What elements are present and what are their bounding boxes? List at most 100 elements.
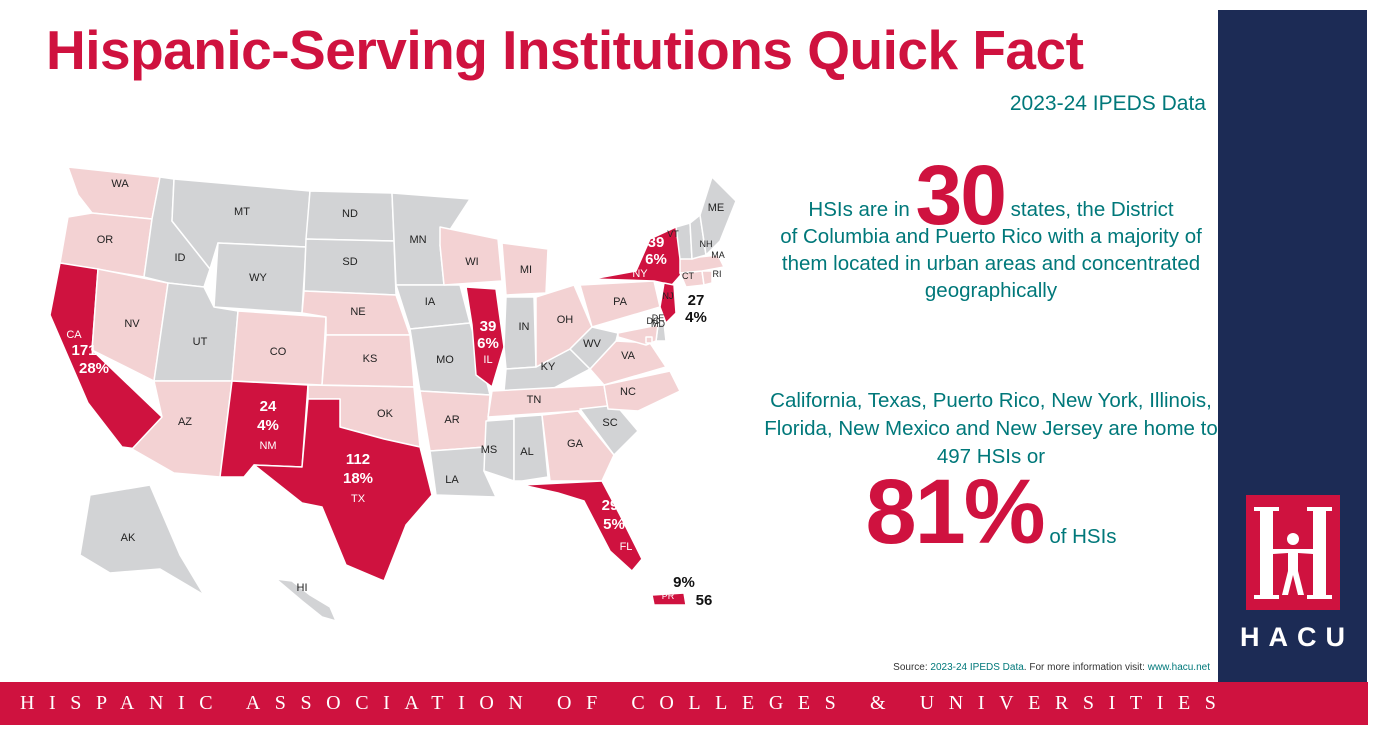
state-wi [439, 226, 503, 286]
percent-suffix: of HSIs [1049, 525, 1117, 548]
state-label-wa: WA [111, 178, 129, 190]
state-il [465, 286, 505, 388]
state-label-or: OR [97, 234, 114, 246]
state-label-sd: SD [342, 256, 357, 268]
state-label-ia: IA [425, 296, 436, 308]
fact1-lead: HSIs are in [808, 198, 910, 221]
fact1-tail: states, the District [1010, 198, 1174, 221]
state-label-sc: SC [602, 417, 617, 429]
state-label-ut: UT [193, 336, 208, 348]
state-nj [659, 282, 677, 324]
state-label-nm: NM [259, 440, 276, 452]
state-wv [569, 326, 619, 370]
state-label-mt: MT [234, 206, 250, 218]
state-label-nh: NH [700, 239, 713, 249]
state-label-de: DE [652, 313, 665, 323]
hsi-percent-tx: 18% [343, 470, 373, 487]
state-wa [67, 166, 161, 220]
percent-number: 81% [865, 461, 1045, 563]
state-label-id: ID [175, 252, 186, 264]
states-fact: HSIs are in 30 states, the District of C… [760, 153, 1222, 304]
hsi-percent-ny: 6% [645, 251, 667, 268]
state-label-ak: AK [121, 532, 136, 544]
state-label-ct: CT [682, 271, 694, 281]
state-label-vt: VT [667, 229, 679, 239]
state-ga [541, 410, 615, 482]
state-label-ny: NY [632, 268, 648, 280]
state-label-nc: NC [620, 386, 636, 398]
state-label-pa: PA [613, 296, 628, 308]
brand-sidebar: HACU [1218, 10, 1367, 682]
state-label-oh: OH [557, 314, 574, 326]
state-tx [253, 398, 433, 582]
hsi-percent-fl: 5% [603, 516, 625, 533]
state-nc [603, 370, 681, 412]
page-title: Hispanic-Serving Institutions Quick Fact [46, 19, 1084, 81]
state-label-ar: AR [444, 414, 459, 426]
hsi-count-pr: 56 [696, 592, 713, 609]
state-label-nv: NV [124, 318, 140, 330]
state-la [429, 446, 497, 498]
state-label-pr: PR [662, 591, 675, 601]
state-label-la: LA [445, 474, 459, 486]
footer-banner: HISPANIC ASSOCIATION OF COLLEGES & UNIVE… [0, 682, 1368, 725]
hsi-count-tx: 112 [346, 451, 370, 468]
state-label-ok: OK [377, 408, 394, 420]
state-label-me: ME [708, 202, 725, 214]
state-fl [521, 480, 643, 572]
state-label-ks: KS [363, 353, 378, 365]
state-label-ga: GA [567, 438, 584, 450]
state-label-tx: TX [351, 493, 366, 505]
state-label-md: MD [651, 319, 665, 329]
state-pr [651, 592, 687, 606]
state-label-nd: ND [342, 208, 358, 220]
state-label-ri: RI [713, 269, 722, 279]
state-label-in: IN [519, 321, 530, 333]
state-label-tn: TN [527, 394, 542, 406]
state-me [699, 176, 737, 256]
state-in [503, 296, 537, 370]
hacu-logo-icon [1246, 495, 1340, 610]
hacu-website-link[interactable]: www.hacu.net [1147, 662, 1210, 673]
state-label-ma: MA [711, 250, 725, 260]
hsi-percent-nj: 4% [685, 309, 707, 326]
fact1-rest: of Columbia and Puerto Rico with a major… [780, 225, 1202, 302]
hsi-count-ny: 39 [648, 234, 665, 251]
state-label-mn: MN [409, 234, 426, 246]
hsi-percent-il: 6% [477, 335, 499, 352]
hacu-logo-text: HACU [1240, 622, 1354, 652]
state-ak [79, 484, 205, 596]
hsi-count-fl: 29 [602, 497, 619, 514]
state-label-fl: FL [620, 541, 633, 553]
state-mi [501, 242, 549, 296]
state-label-wy: WY [249, 272, 267, 284]
hsi-percent-nm: 4% [257, 417, 279, 434]
hsi-count-nj: 27 [688, 292, 705, 309]
hsi-count-nm: 24 [260, 398, 277, 415]
state-label-mo: MO [436, 354, 454, 366]
state-label-ms: MS [481, 444, 498, 456]
state-dc [645, 336, 653, 344]
state-label-dc: DC [647, 316, 660, 326]
state-al [513, 414, 549, 482]
source-data-link[interactable]: 2023-24 IPEDS Data [930, 662, 1024, 673]
hsi-count-il: 39 [480, 318, 497, 335]
state-label-ca: CA [66, 329, 82, 341]
hsi-percent-ca: 28% [79, 360, 109, 377]
hsi-percent-pr: 9% [673, 574, 695, 591]
top-states-fact: California, Texas, Puerto Rico, New York… [764, 389, 1218, 468]
state-label-il: IL [483, 354, 492, 366]
state-sc [579, 404, 639, 456]
data-year-subtitle: 2023-24 IPEDS Data [1009, 92, 1206, 115]
state-ri [701, 270, 713, 286]
hsi-count-ca: 171 [71, 342, 96, 359]
state-label-nj: NJ [663, 291, 674, 301]
state-label-va: VA [621, 350, 636, 362]
percent-fact: 81% of HSIs [760, 460, 1222, 565]
state-hi [275, 578, 337, 622]
state-count-number: 30 [915, 148, 1007, 242]
state-label-ky: KY [541, 361, 556, 373]
state-label-ne: NE [350, 306, 365, 318]
state-label-wi: WI [465, 256, 478, 268]
